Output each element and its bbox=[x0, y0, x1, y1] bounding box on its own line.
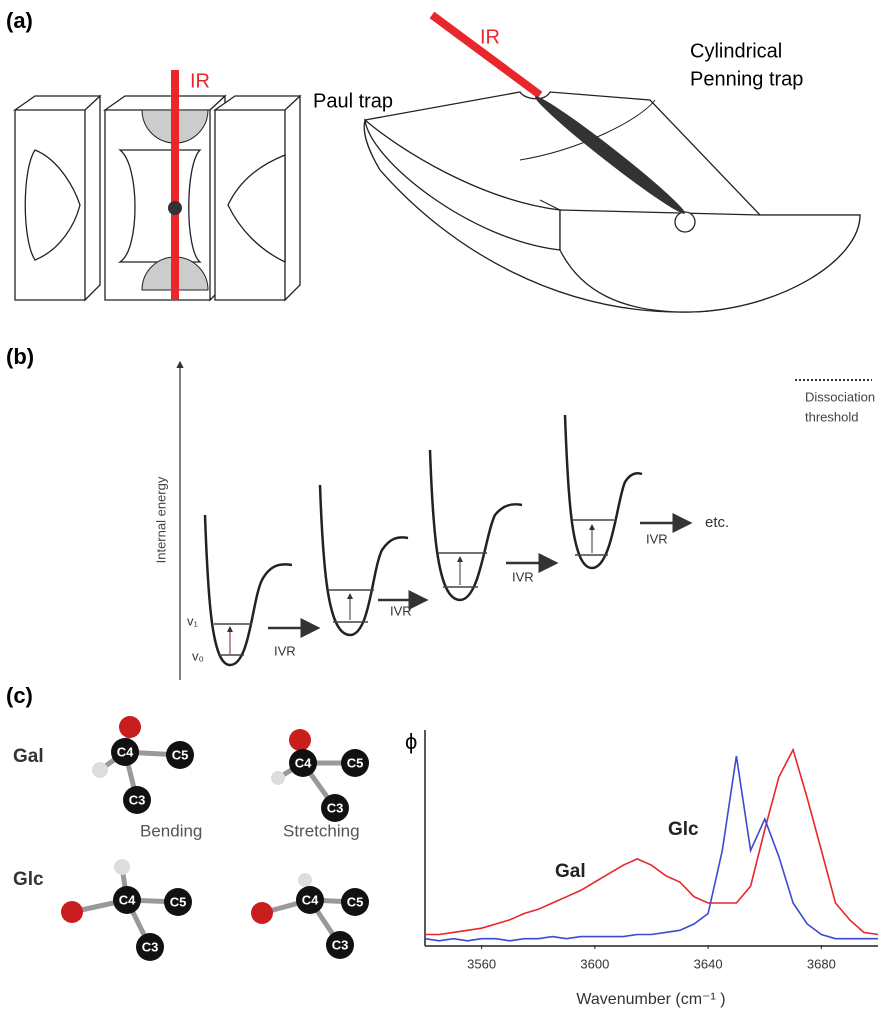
paul-trap-drawing bbox=[15, 70, 300, 300]
atom-label: C3 bbox=[332, 937, 349, 952]
panel-label: (c) bbox=[6, 683, 33, 708]
etc-label: etc. bbox=[705, 514, 729, 531]
penning-trap-label: Penning trap bbox=[690, 68, 803, 90]
paul-trap-label: Paul trap bbox=[313, 90, 393, 112]
x-tick-label: 3680 bbox=[807, 956, 836, 971]
series-label: Gal bbox=[555, 861, 586, 882]
ivr-label: IVR bbox=[274, 643, 296, 658]
x-tick-label: 3640 bbox=[694, 956, 723, 971]
atom-label: C3 bbox=[142, 939, 159, 954]
x-tick-label: 3600 bbox=[580, 956, 609, 971]
series-line bbox=[425, 750, 878, 935]
atom-label: C5 bbox=[347, 894, 364, 909]
x-tick-label: 3560 bbox=[467, 956, 496, 971]
penning-trap-drawing bbox=[364, 15, 860, 312]
atom-label: C4 bbox=[117, 744, 134, 759]
axis-label: Internal energy bbox=[153, 476, 168, 563]
atom-label: C5 bbox=[170, 894, 187, 909]
level-label: v₁ bbox=[187, 613, 199, 628]
atom-label: C4 bbox=[302, 892, 319, 907]
ir-label: IR bbox=[190, 70, 210, 92]
mode-label: Stretching bbox=[283, 821, 360, 840]
potential-wells bbox=[205, 415, 690, 665]
atom-label: C4 bbox=[119, 892, 136, 907]
figure: (a) IR Paul trap Cylindrical Penning tra… bbox=[0, 0, 880, 1013]
y-axis-label: ϕ bbox=[405, 729, 417, 754]
threshold-label: Dissociation bbox=[805, 389, 875, 404]
panel-label: (b) bbox=[6, 344, 34, 369]
atom-label: C5 bbox=[172, 747, 189, 762]
atom-label: C5 bbox=[347, 755, 364, 770]
ivr-label: IVR bbox=[646, 531, 668, 546]
threshold-label: threshold bbox=[805, 409, 858, 424]
molecule-label: Gal bbox=[13, 746, 44, 767]
x-axis-label: Wavenumber (cm⁻¹ ) bbox=[576, 991, 725, 1008]
penning-trap-label: Cylindrical bbox=[690, 40, 782, 62]
series-line bbox=[425, 756, 878, 941]
series-label: Glc bbox=[668, 819, 699, 840]
panel-label: (a) bbox=[6, 8, 33, 33]
ivr-label: IVR bbox=[512, 569, 534, 584]
ivr-label: IVR bbox=[390, 603, 412, 618]
ir-label: IR bbox=[480, 26, 500, 48]
atom-label: C3 bbox=[129, 792, 146, 807]
level-label: v₀ bbox=[192, 648, 204, 663]
atom-label: C3 bbox=[327, 800, 344, 815]
atom-label: C4 bbox=[295, 755, 312, 770]
mode-label: Bending bbox=[140, 821, 202, 840]
molecule-label: Glc bbox=[13, 869, 44, 890]
